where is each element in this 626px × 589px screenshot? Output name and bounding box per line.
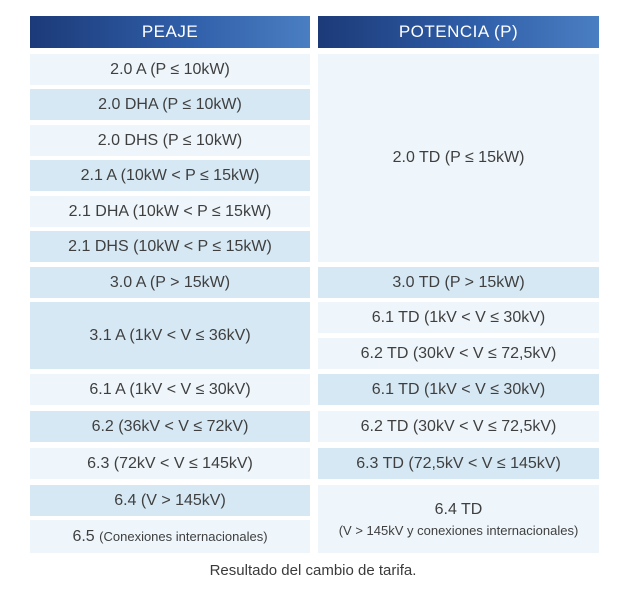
- peaje-header: PEAJE: [30, 16, 310, 48]
- peaje-row: 6.5 (Conexiones internacionales): [30, 520, 310, 553]
- potencia-row: 2.0 TD (P ≤ 15kW): [318, 54, 599, 262]
- potencia-row: 6.1 TD (1kV < V ≤ 30kV): [318, 374, 599, 405]
- peaje-row: 2.0 A (P ≤ 10kW): [30, 54, 310, 85]
- peaje-row: 3.1 A (1kV < V ≤ 36kV): [30, 302, 310, 369]
- potencia-row: 6.1 TD (1kV < V ≤ 30kV): [318, 302, 599, 333]
- potencia-note: (V > 145kV y conexiones internacionales): [338, 522, 579, 538]
- potencia-row: 3.0 TD (P > 15kW): [318, 267, 599, 298]
- peaje-row: 6.3 (72kV < V ≤ 145kV): [30, 448, 310, 479]
- potencia-row: 6.2 TD (30kV < V ≤ 72,5kV): [318, 411, 599, 442]
- peaje-note: (Conexiones internacionales): [99, 529, 268, 544]
- potencia-row: 6.2 TD (30kV < V ≤ 72,5kV): [318, 338, 599, 369]
- potencia-row: 6.3 TD (72,5kV < V ≤ 145kV): [318, 448, 599, 479]
- peaje-row: 6.4 (V > 145kV): [30, 485, 310, 516]
- potencia-row: 6.4 TD (V > 145kV y conexiones internaci…: [318, 485, 599, 553]
- peaje-row: 2.1 DHA (10kW < P ≤ 15kW): [30, 196, 310, 227]
- peaje-row: 2.1 DHS (10kW < P ≤ 15kW): [30, 231, 310, 262]
- peaje-row: 6.1 A (1kV < V ≤ 30kV): [30, 374, 310, 405]
- table-caption: Resultado del cambio de tarifa.: [209, 562, 417, 579]
- peaje-row: 2.0 DHS (P ≤ 10kW): [30, 125, 310, 156]
- peaje-row: 3.0 A (P > 15kW): [30, 267, 310, 298]
- peaje-row: 6.2 (36kV < V ≤ 72kV): [30, 411, 310, 442]
- peaje-row: 2.1 A (10kW < P ≤ 15kW): [30, 160, 310, 191]
- peaje-code: 6.5: [72, 527, 95, 545]
- peaje-row: 2.0 DHA (P ≤ 10kW): [30, 89, 310, 120]
- potencia-code: 6.4 TD: [434, 500, 483, 518]
- potencia-header: POTENCIA (P): [318, 16, 599, 48]
